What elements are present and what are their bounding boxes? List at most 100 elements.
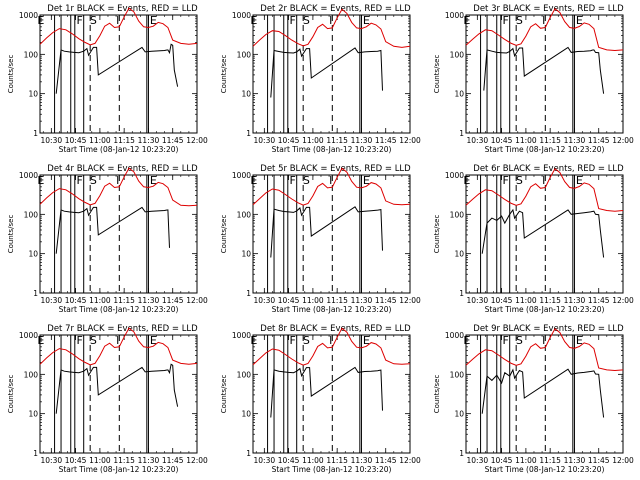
y-axis-label: Counts/sec [220, 375, 228, 414]
series-line-lld [39, 7, 198, 46]
y-tick-label: 10 [28, 90, 38, 99]
x-tick-label: 11:30 [351, 296, 373, 305]
time-marker-label: E [463, 334, 470, 347]
time-marker-label: S [90, 14, 97, 27]
y-tick-label: 100 [450, 370, 465, 379]
x-tick-label: 11:15 [113, 296, 135, 305]
y-tick-label: 1000 [445, 331, 464, 340]
x-tick-label: 11:30 [351, 456, 373, 465]
x-tick-label: 11:00 [302, 136, 324, 145]
time-marker-label: S [303, 334, 310, 347]
y-tick-label: 100 [24, 50, 39, 59]
y-tick-label: 1000 [232, 11, 251, 20]
chart-title: Det 5r BLACK = Events, RED = LLD [260, 164, 411, 174]
x-tick-label: 11:15 [539, 136, 561, 145]
chart-svg: Det 4r BLACK = Events, RED = LLD 1 10 100 10… [7, 164, 208, 314]
series-line-lld [252, 327, 411, 366]
chart-svg: Det 9r BLACK = Events, RED = LLD 1 10 100 10… [433, 324, 634, 474]
time-marker-label: E [250, 174, 257, 187]
plot-frame [39, 14, 198, 134]
series-line-events [270, 206, 383, 258]
x-tick-label: 11:00 [89, 456, 111, 465]
x-tick-label: 12:00 [399, 136, 421, 145]
y-tick-label: 100 [237, 370, 252, 379]
time-marker-label: E [150, 14, 157, 27]
time-marker-label: F [76, 334, 82, 347]
x-axis-label: Start Time (08-Jan-12 10:23:20) [59, 145, 179, 154]
x-tick-label: 11:00 [515, 296, 537, 305]
detector-panel-9: Det 9r BLACK = Events, RED = LLD 1 10 100 10… [426, 320, 639, 480]
detector-panel-7: Det 7r BLACK = Events, RED = LLD 1 10 100 10… [0, 320, 213, 480]
time-marker-label: E [463, 174, 470, 187]
chart-title: Det 7r BLACK = Events, RED = LLD [47, 324, 198, 334]
series-line-events [55, 363, 179, 414]
y-tick-label: 1 [246, 129, 251, 138]
x-tick-label: 11:45 [162, 136, 184, 145]
time-marker-label: S [90, 174, 97, 187]
y-axis-label: Counts/sec [7, 375, 15, 414]
y-tick-label: 100 [24, 370, 39, 379]
series-line-lld [465, 167, 624, 212]
series-line-events [55, 43, 179, 94]
y-tick-label: 1 [459, 129, 464, 138]
series-line-lld [252, 8, 411, 48]
x-tick-label: 11:30 [138, 296, 160, 305]
x-tick-label: 12:00 [612, 296, 634, 305]
time-marker-label: E [250, 14, 257, 27]
plot-frame [39, 174, 198, 294]
y-tick-label: 10 [241, 90, 251, 99]
y-tick-label: 1 [459, 449, 464, 458]
x-tick-label: 10:30 [467, 456, 489, 465]
time-marker-label: S [516, 174, 523, 187]
time-marker-label: F [502, 174, 508, 187]
y-axis-label: Counts/sec [220, 55, 228, 94]
y-tick-label: 100 [24, 210, 39, 219]
x-tick-label: 10:45 [278, 296, 300, 305]
time-marker-label: S [516, 334, 523, 347]
time-marker-label: I [116, 174, 119, 187]
time-marker-label: E [363, 14, 370, 27]
x-tick-label: 12:00 [186, 296, 208, 305]
x-tick-label: 11:45 [588, 136, 610, 145]
chart-svg: Det 2r BLACK = Events, RED = LLD 1 10 100 10… [220, 4, 421, 154]
series-line-lld [465, 327, 624, 372]
chart-svg: Det 3r BLACK = Events, RED = LLD 1 10 100 10… [433, 4, 634, 154]
x-tick-label: 10:45 [491, 456, 513, 465]
x-tick-label: 11:15 [113, 456, 135, 465]
x-tick-label: 10:45 [491, 136, 513, 145]
time-marker-label: I [329, 14, 332, 27]
time-marker-label: S [303, 14, 310, 27]
x-tick-label: 12:00 [186, 456, 208, 465]
chart-svg: Det 6r BLACK = Events, RED = LLD 1 10 100 10… [433, 164, 634, 314]
x-tick-label: 10:30 [254, 456, 276, 465]
time-marker-label: I [542, 174, 545, 187]
x-tick-label: 11:15 [539, 456, 561, 465]
time-marker-label: I [116, 14, 119, 27]
y-axis-label: Counts/sec [433, 55, 441, 94]
series-line-events [270, 47, 383, 98]
y-tick-label: 10 [454, 250, 464, 259]
x-tick-label: 11:15 [539, 296, 561, 305]
time-marker-label: E [463, 14, 470, 27]
y-axis-label: Counts/sec [433, 215, 441, 254]
plot-frame [465, 334, 624, 454]
plot-frame [465, 14, 624, 134]
x-tick-label: 10:30 [467, 296, 489, 305]
plot-frame [465, 174, 624, 294]
time-marker-label: F [289, 14, 295, 27]
x-tick-label: 11:45 [588, 296, 610, 305]
x-tick-label: 11:30 [351, 136, 373, 145]
x-tick-label: 10:30 [254, 136, 276, 145]
detector-panel-8: Det 8r BLACK = Events, RED = LLD 1 10 100 10… [213, 320, 426, 480]
series-line-lld [39, 167, 198, 207]
series-line-lld [465, 7, 624, 52]
x-tick-label: 11:00 [89, 136, 111, 145]
x-tick-label: 12:00 [399, 456, 421, 465]
detector-panel-2: Det 2r BLACK = Events, RED = LLD 1 10 100 10… [213, 0, 426, 160]
detector-panel-5: Det 5r BLACK = Events, RED = LLD 1 10 100 10… [213, 160, 426, 320]
time-marker-label: F [502, 334, 508, 347]
detector-panel-4: Det 4r BLACK = Events, RED = LLD 1 10 100 10… [0, 160, 213, 320]
x-tick-label: 10:45 [278, 456, 300, 465]
chart-svg: Det 7r BLACK = Events, RED = LLD 1 10 100 10… [7, 324, 208, 474]
